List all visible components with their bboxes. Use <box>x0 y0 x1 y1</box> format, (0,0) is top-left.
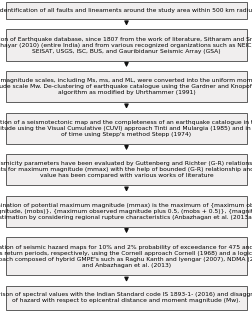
Text: The seismicity parameters have been evaluated by Guttenberg and Richter (G-R) re: The seismicity parameters have been eval… <box>0 161 252 178</box>
Bar <box>6 237 246 275</box>
Text: All magnitude scales, including Ms, ms, and ML, were converted into the uniform : All magnitude scales, including Ms, ms, … <box>0 78 252 95</box>
Bar <box>6 113 246 144</box>
Text: Identification of all faults and lineaments around the study area within 500 km : Identification of all faults and lineame… <box>0 8 252 13</box>
Text: Collection of Earthquake database, since 1807 from the work of literature, Sitha: Collection of Earthquake database, since… <box>0 37 252 54</box>
Text: Preparation of a seismotectonic map and the completeness of an earthquake catalo: Preparation of a seismotectonic map and … <box>0 120 252 137</box>
Text: Evaluation of seismic hazard maps for 10% and 2% probability of exceedance for 4: Evaluation of seismic hazard maps for 10… <box>0 245 252 268</box>
Text: Determination of potential maximum magnitude (mmax) is the maximum of {maximum o: Determination of potential maximum magni… <box>0 203 252 220</box>
Bar <box>6 2 246 19</box>
Bar <box>6 71 246 102</box>
Bar <box>6 154 246 185</box>
Bar <box>6 29 246 61</box>
Bar <box>6 286 246 310</box>
Text: Comparison of spectral values with the Indian Standard code IS 1893-1- (2016) an: Comparison of spectral values with the I… <box>0 292 252 303</box>
Bar <box>6 196 246 227</box>
